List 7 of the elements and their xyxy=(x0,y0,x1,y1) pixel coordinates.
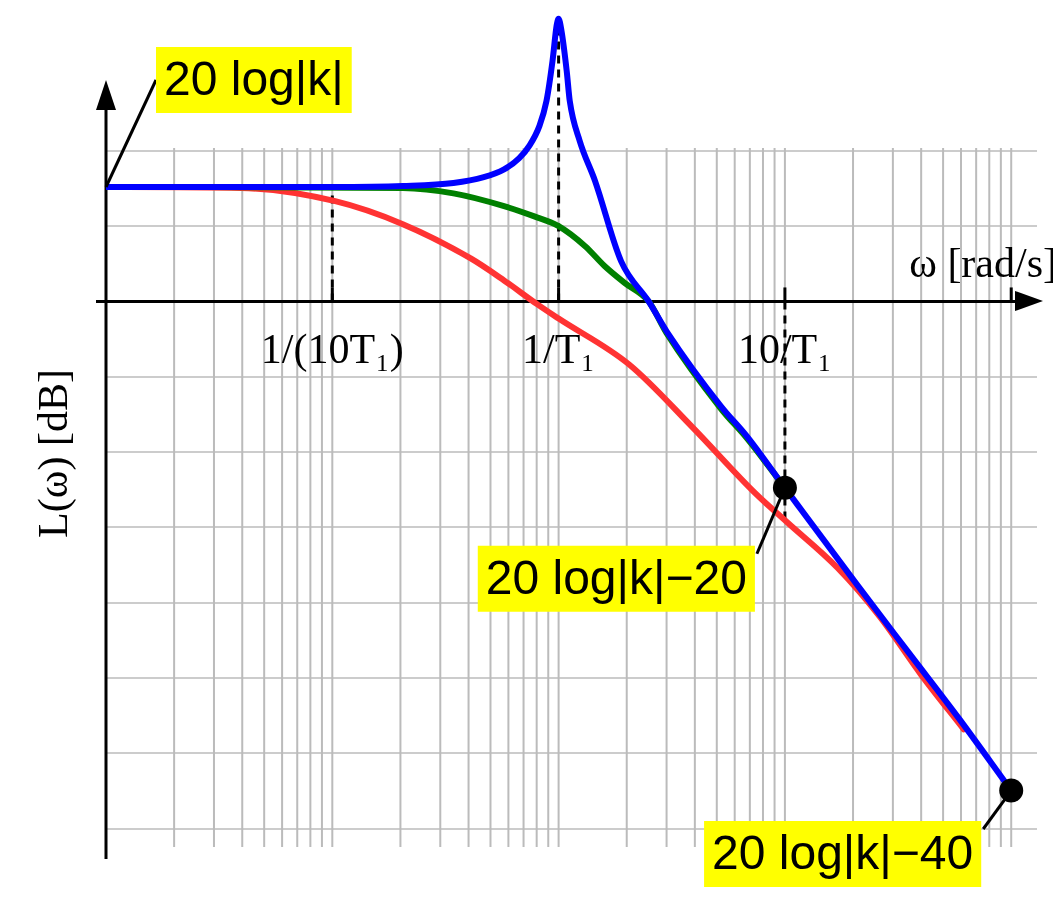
x-tick-label: 1/(10T₁) xyxy=(260,326,404,374)
annotation: 20 log|k| xyxy=(164,52,344,106)
x-tick-label: 1/T₁ xyxy=(522,326,596,373)
x-tick-label: 10/T₁ xyxy=(737,326,832,373)
annotation: 20 log|k|−40 xyxy=(712,826,974,880)
annotation: 20 log|k|−20 xyxy=(485,551,747,605)
y-axis-title: L(ω) [dB] xyxy=(30,369,78,538)
